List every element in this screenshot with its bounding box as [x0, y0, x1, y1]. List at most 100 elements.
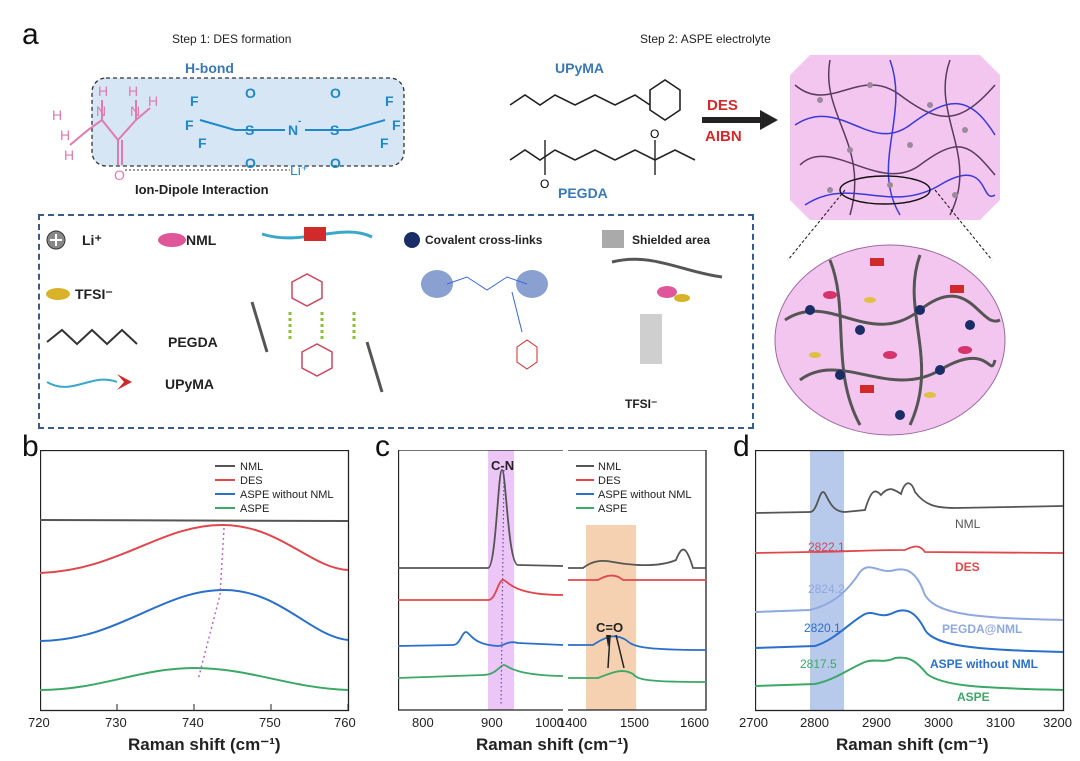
chart-d-tick-3100: 3100 [986, 715, 1015, 730]
svg-text:N: N [96, 103, 106, 119]
chart-c-legend-nml: NML [598, 461, 622, 473]
des-formation-diagram: N N H H H H H H O FFF SOO N- SOO FFF Li⁺ [52, 77, 405, 183]
chart-d-xlabel: Raman shift (cm⁻¹) [836, 735, 989, 754]
upyma-label: UPyMA [555, 60, 605, 76]
chart-c-legend-aspe-wo: ASPE without NML [598, 489, 692, 501]
svg-text:F: F [198, 135, 207, 151]
svg-text:H: H [128, 83, 138, 99]
chart-b-tick-730: 730 [105, 715, 127, 730]
chart-c-legend-labels: NML DES ASPE without NML ASPE [598, 460, 692, 516]
svg-text:O: O [114, 167, 125, 183]
des-arrow-label: DES [707, 97, 738, 114]
chart-b-legend-aspe-wo: ASPE without NML [240, 489, 334, 501]
svg-text:O: O [330, 155, 341, 171]
legend-nml: NML [186, 232, 217, 248]
svg-text:F: F [185, 117, 194, 133]
chart-d-peak-aspe: 2817.5 [800, 657, 837, 671]
legend-tfsi: TFSI⁻ [75, 286, 113, 302]
chart-c-cn-label: C-N [491, 458, 515, 473]
chart-d-tick-2700: 2700 [739, 715, 768, 730]
svg-text://: // [558, 450, 566, 451]
chart-b-peak-trend [197, 527, 225, 681]
chart-c-co-label: C=O [596, 620, 624, 635]
svg-text:S: S [330, 122, 339, 138]
chart-b-legend-nml: NML [240, 461, 264, 473]
svg-text:F: F [190, 93, 199, 109]
chart-d-peak-des: 2822.1 [808, 540, 845, 554]
svg-text:F: F [392, 117, 401, 133]
chart-d-label-des: DES [955, 560, 980, 574]
chart-d-peak-aspe-wo: 2820.1 [804, 621, 841, 635]
legend-upyma: UPyMA [165, 376, 215, 392]
svg-text:O: O [650, 127, 659, 141]
legend-tfsi-small: TFSI⁻ [625, 397, 658, 411]
chart-b-series-nml [40, 519, 349, 522]
reaction-arrow [702, 110, 778, 130]
chart-c-legend-aspe: ASPE [598, 503, 628, 515]
svg-text:H: H [52, 107, 62, 123]
aibn-arrow-label: AIBN [705, 128, 742, 145]
chart-b-legend-des: DES [240, 475, 263, 487]
hbond-label: H-bond [185, 60, 234, 76]
polymer-network-image [790, 55, 1000, 220]
chart-c-legend [576, 465, 594, 509]
chart-b-legend-aspe: ASPE [240, 503, 270, 515]
chart-b-legend [215, 465, 235, 509]
panel-d-letter: d [733, 430, 750, 463]
legend-pegda: PEGDA [168, 334, 218, 350]
chart-b [40, 450, 350, 712]
chart-d-peak-pegda: 2824.2 [808, 582, 845, 596]
li-ion-label: Li⁺ [290, 162, 308, 178]
chart-d-label-nml: NML [955, 517, 981, 531]
panel-a-letter: a [22, 18, 39, 51]
chart-b-tick-740: 740 [182, 715, 204, 730]
legend-shielded: Shielded area [632, 233, 711, 247]
chart-c-tick-1600: 1600 [680, 715, 709, 730]
chart-d-tick-3000: 3000 [924, 715, 953, 730]
chart-b-series-aspe [40, 666, 349, 691]
chart-c-tick-800: 800 [412, 715, 434, 730]
chart-b-tick-750: 750 [259, 715, 281, 730]
svg-text:O: O [245, 155, 256, 171]
legend-li: Li⁺ [82, 232, 102, 248]
chart-b-xlabel: Raman shift (cm⁻¹) [128, 735, 281, 754]
chart-c: // [398, 450, 707, 711]
chart-b-ticks [40, 704, 349, 710]
chart-b-tick-760: 760 [334, 715, 356, 730]
chart-b-series-aspe-wo [40, 588, 349, 642]
legend-box [38, 214, 754, 429]
chart-d-tick-2900: 2900 [862, 715, 891, 730]
chart-c-xlabel: Raman shift (cm⁻¹) [476, 735, 629, 754]
svg-text:O: O [540, 177, 549, 190]
chart-d-tick-2800: 2800 [800, 715, 829, 730]
svg-text:S: S [245, 122, 254, 138]
step2-title: Step 2: ASPE electrolyte [640, 32, 771, 46]
panel-b-letter: b [22, 430, 39, 463]
chart-d-label-aspe-wo: ASPE without NML [930, 657, 1038, 671]
chart-b-legend-labels: NML DES ASPE without NML ASPE [240, 460, 334, 516]
svg-text:F: F [380, 135, 389, 151]
chart-b-series-des [40, 523, 349, 574]
svg-text:N: N [130, 103, 140, 119]
legend-crosslinks: Covalent cross-links [425, 233, 543, 247]
svg-text:N: N [288, 122, 298, 138]
svg-text:F: F [385, 93, 394, 109]
chart-c-tick-1000: 1000 [535, 715, 564, 730]
step1-title: Step 1: DES formation [172, 32, 292, 46]
svg-text:H: H [60, 127, 70, 143]
svg-text:H: H [148, 93, 158, 109]
chart-c-legend-des: DES [598, 475, 621, 487]
ion-dipole-label: Ion-Dipole Interaction [135, 182, 269, 197]
chart-d [755, 450, 1065, 712]
chart-c-tick-900: 900 [481, 715, 503, 730]
svg-text:H: H [98, 83, 108, 99]
chart-d-label-aspe: ASPE [957, 690, 990, 704]
svg-text:O: O [330, 85, 341, 101]
svg-text:H: H [64, 147, 74, 163]
zoom-circle-image [774, 189, 1006, 436]
chart-d-tick-3200: 3200 [1043, 715, 1072, 730]
chart-d-label-pegda: PEGDA@NML [942, 622, 1023, 636]
svg-text:-: - [298, 116, 301, 127]
pegda-label: PEGDA [558, 185, 608, 201]
panel-c-letter: c [375, 430, 390, 463]
